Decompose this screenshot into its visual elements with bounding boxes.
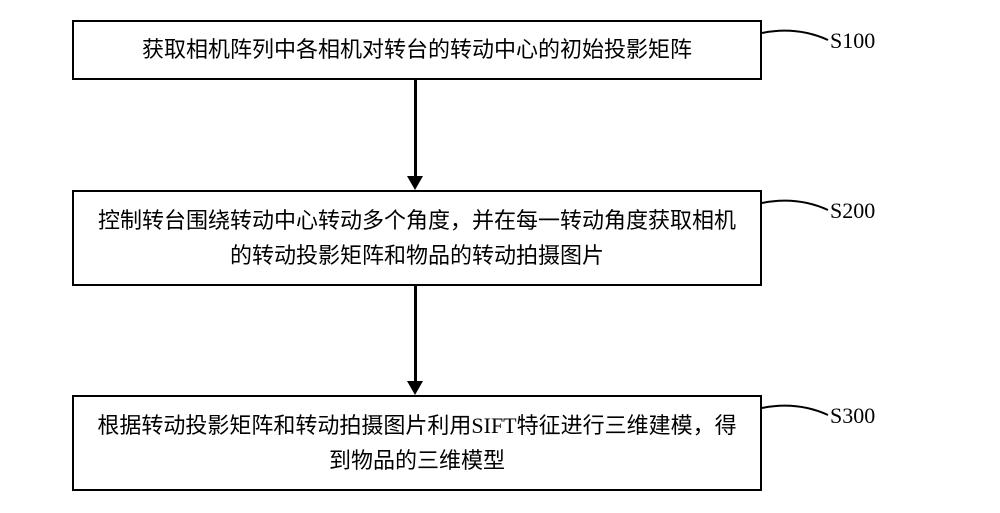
connector-s100: [762, 28, 832, 48]
step-label-s100: S100: [830, 28, 875, 54]
node-text-s300: 根据转动投影矩阵和转动拍摄图片利用SIFT特征进行三维建模，得到物品的三维模型: [94, 408, 740, 478]
arrow-head-s200-s300: [407, 381, 423, 395]
node-text-s200: 控制转台围绕转动中心转动多个角度，并在每一转动角度获取相机的转动投影矩阵和物品的…: [94, 203, 740, 273]
arrow-s100-s200: [414, 80, 417, 176]
step-label-s200: S200: [830, 198, 875, 224]
arrow-s200-s300: [414, 286, 417, 381]
connector-s300: [762, 403, 832, 423]
flowchart-node-s200: 控制转台围绕转动中心转动多个角度，并在每一转动角度获取相机的转动投影矩阵和物品的…: [72, 190, 762, 286]
flowchart-container: 获取相机阵列中各相机对转台的转动中心的初始投影矩阵 S100 控制转台围绕转动中…: [0, 0, 1000, 513]
arrow-head-s100-s200: [407, 176, 423, 190]
connector-s200: [762, 198, 832, 218]
flowchart-node-s100: 获取相机阵列中各相机对转台的转动中心的初始投影矩阵: [72, 20, 762, 80]
step-label-s300: S300: [830, 403, 875, 429]
node-text-s100: 获取相机阵列中各相机对转台的转动中心的初始投影矩阵: [142, 32, 692, 67]
flowchart-node-s300: 根据转动投影矩阵和转动拍摄图片利用SIFT特征进行三维建模，得到物品的三维模型: [72, 395, 762, 491]
